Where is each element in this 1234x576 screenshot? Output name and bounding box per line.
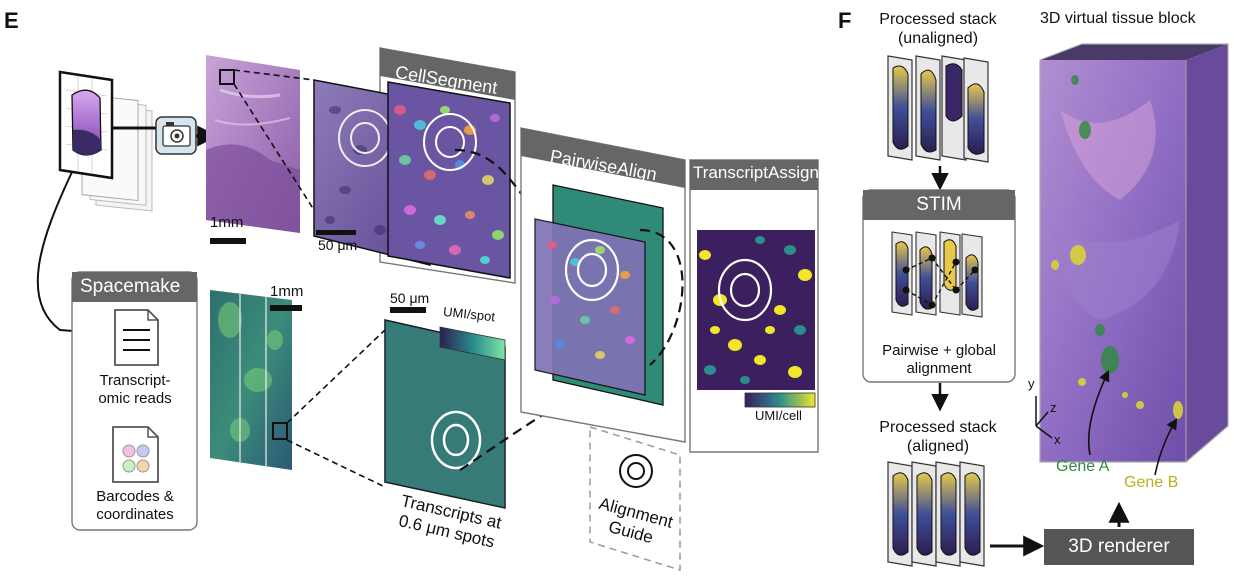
alignment-guide-box xyxy=(589,425,681,572)
umi-cell-label: UMI/cell xyxy=(755,408,802,423)
transcriptassign-header: TranscriptAssign xyxy=(693,163,819,182)
renderer-label: 3D renderer xyxy=(1068,536,1170,557)
axis-y-label: y xyxy=(1028,376,1035,391)
umi-cell-colorbar xyxy=(744,392,816,408)
processed-unaligned-label: Processed stack (unaligned) xyxy=(879,11,997,47)
pairwise-align-images xyxy=(534,184,684,406)
scale-label-50um: 50 μm xyxy=(318,237,358,253)
scale-bar-1mm-he xyxy=(210,238,246,244)
gene-b-label: Gene B xyxy=(1124,474,1179,491)
aligned-stack xyxy=(887,461,985,567)
scale-label-50um-st: 50 μm xyxy=(390,290,430,306)
he-tissue-image xyxy=(206,55,300,233)
scale-bar-1mm-st xyxy=(270,305,302,311)
tissue-block-3d xyxy=(1039,43,1229,463)
section-slide-stack xyxy=(58,70,153,212)
block-title: 3D virtual tissue block xyxy=(1040,10,1196,27)
stim-alignment-diagram xyxy=(891,231,983,318)
umi-spot-colorbar xyxy=(439,326,506,361)
barcodes-label: Barcodes & coordinates xyxy=(96,488,174,523)
alignment-guide-icon xyxy=(619,454,653,488)
barcode-icon xyxy=(112,426,159,483)
spacemake-header: Spacemake xyxy=(80,276,181,297)
scale-bar-50um-st xyxy=(390,307,426,313)
document-icon xyxy=(114,309,159,366)
renderer-box xyxy=(1044,529,1194,565)
scale-label-1mm-he: 1mm xyxy=(210,214,244,231)
stim-header: STIM xyxy=(916,194,962,215)
st-tissue-image xyxy=(210,290,292,470)
camera-icon xyxy=(155,116,197,155)
processed-aligned-label: Processed stack (aligned) xyxy=(879,419,997,455)
reads-label: Transcript- omic reads xyxy=(98,372,172,407)
transcript-assign-image xyxy=(697,230,815,390)
scale-label-1mm-st: 1mm xyxy=(270,283,304,300)
unaligned-stack xyxy=(887,55,989,163)
axis-z-label: z xyxy=(1050,400,1057,415)
panel-e-label: E xyxy=(4,8,19,33)
stim-caption: Pairwise + global alignment xyxy=(882,342,996,377)
panel-f-label: F xyxy=(838,8,852,33)
scale-bar-50um xyxy=(316,230,356,235)
cell-segmentation-image xyxy=(387,81,511,279)
axis-x-label: x xyxy=(1054,432,1061,447)
axes-triad xyxy=(1035,396,1053,439)
gene-a-label: Gene A xyxy=(1056,458,1110,475)
